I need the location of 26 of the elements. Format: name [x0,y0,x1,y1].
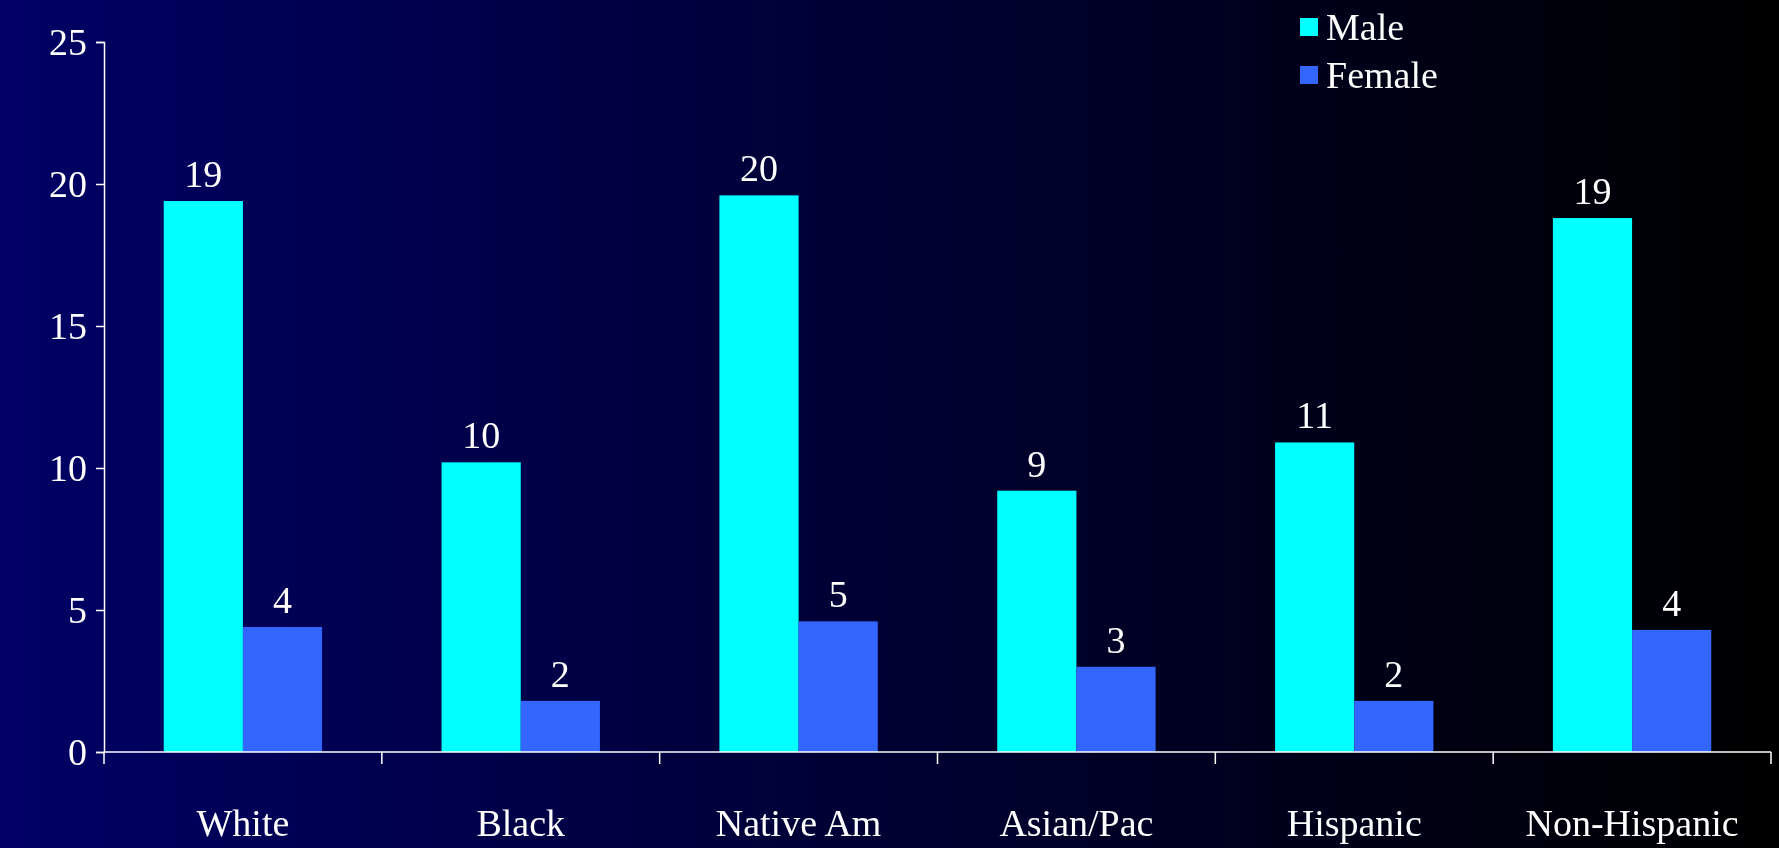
data-label: 20 [739,147,778,190]
data-label: 9 [1027,442,1047,485]
data-label: 2 [1384,652,1404,695]
data-label: 19 [1573,170,1612,213]
data-label: 2 [550,652,570,695]
x-tick-label: Asian/Pac [999,802,1154,844]
x-tick-label: Black [476,802,566,844]
x-tick-label: Non-Hispanic [1525,802,1739,844]
data-label: 11 [1296,394,1333,437]
data-label: 4 [273,579,293,622]
legend-label: Male [1326,6,1405,48]
y-tick-label: 10 [49,446,87,489]
y-tick-label: 25 [49,20,87,63]
y-tick-label: 0 [68,730,87,773]
data-label: 5 [828,573,848,616]
data-label: 10 [462,414,501,457]
x-tick-label: Hispanic [1286,802,1422,844]
y-tick-label: 5 [68,588,87,631]
data-label: 19 [184,153,223,196]
y-tick-label: 20 [49,162,87,205]
x-tick-label: White [196,802,290,844]
y-tick-label: 15 [49,304,87,347]
data-label: 4 [1662,581,1682,624]
data-label: 3 [1106,618,1126,661]
legend-label: Female [1326,54,1438,96]
x-tick-label: Native Am [715,802,882,844]
